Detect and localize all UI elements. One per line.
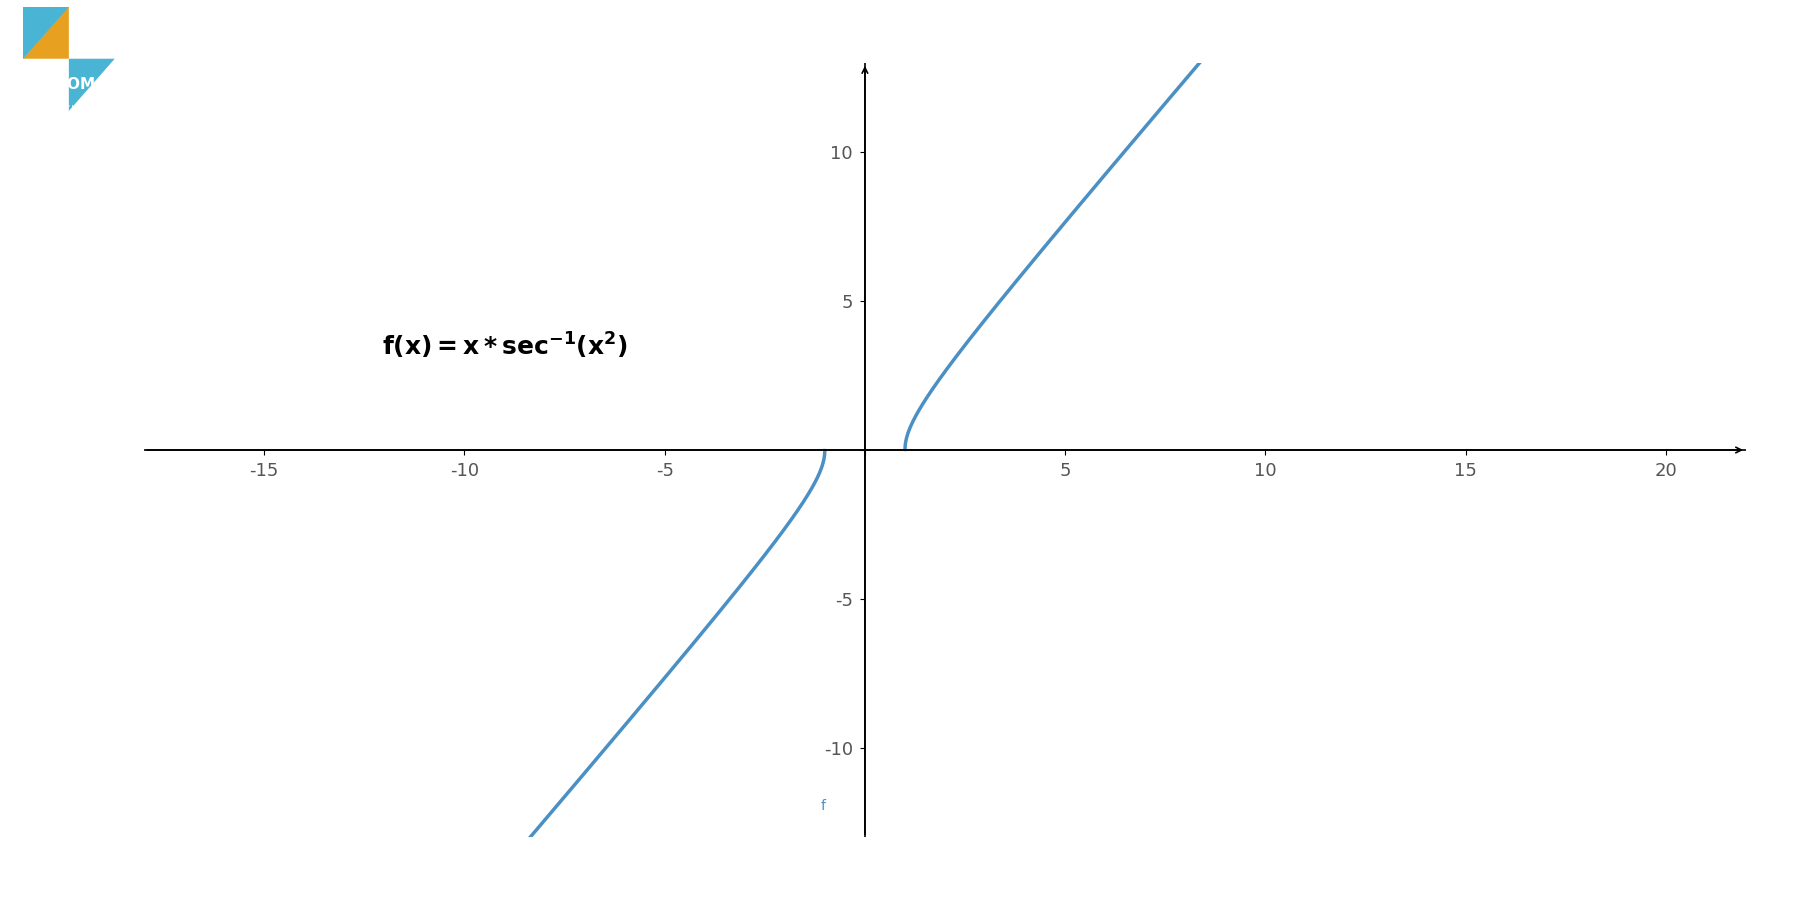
Polygon shape [68, 58, 115, 111]
Polygon shape [23, 6, 68, 58]
Text: $\mathbf{f(x) = x * sec^{-1}(x^2)}$: $\mathbf{f(x) = x * sec^{-1}(x^2)}$ [382, 330, 628, 361]
Text: STORY OF MATHEMATICS: STORY OF MATHEMATICS [47, 104, 106, 110]
Text: SOM: SOM [58, 77, 95, 93]
Polygon shape [23, 6, 68, 58]
Text: f: f [821, 799, 826, 814]
